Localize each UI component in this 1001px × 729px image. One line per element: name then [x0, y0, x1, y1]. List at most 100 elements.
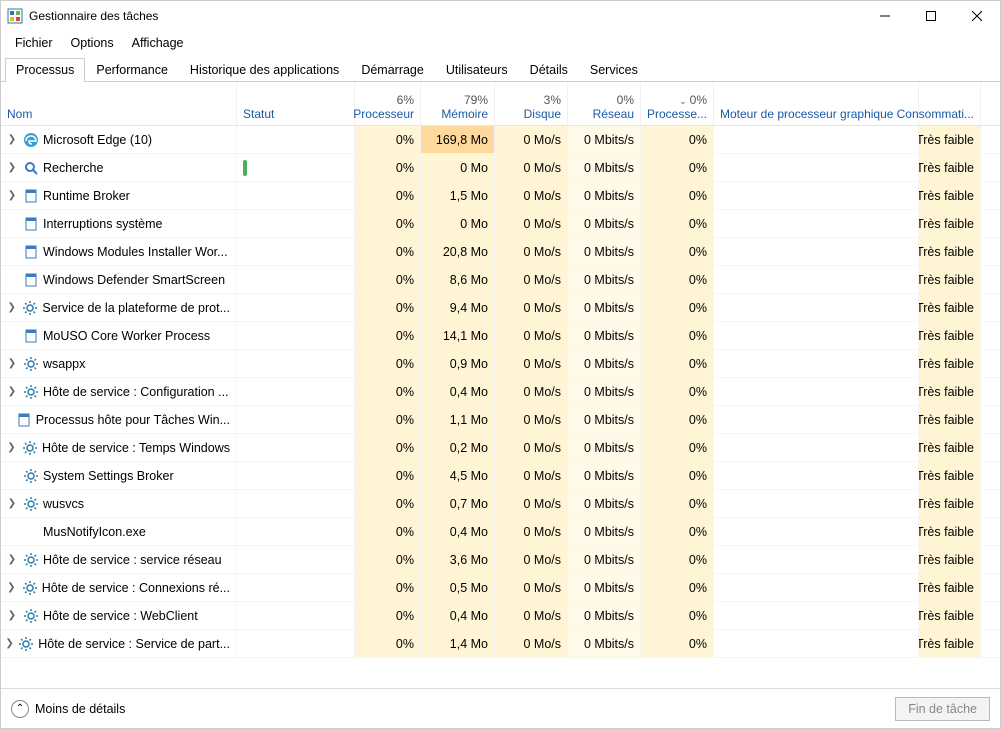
end-task-button[interactable]: Fin de tâche [895, 697, 990, 721]
cell-mem: 4,5 Mo [421, 462, 495, 489]
col-disk[interactable]: 3%Disque [495, 82, 568, 125]
cell-disk: 0 Mo/s [495, 322, 568, 349]
table-row[interactable]: Processus hôte pour Tâches Win...0%1,1 M… [1, 406, 1000, 434]
expand-chevron-icon[interactable]: ❯ [5, 190, 19, 201]
col-gpu[interactable]: Moteur de processeur graphique [714, 82, 919, 125]
table-row[interactable]: ❯Hôte de service : service réseau0%3,6 M… [1, 546, 1000, 574]
expand-chevron-icon[interactable]: ❯ [5, 554, 19, 565]
expand-chevron-icon[interactable]: ❯ [5, 302, 18, 313]
expand-chevron-icon[interactable]: ❯ [5, 442, 18, 453]
cell-gpu [714, 182, 919, 209]
expand-chevron-icon[interactable]: ❯ [5, 134, 19, 145]
cell-cpu: 0% [355, 350, 421, 377]
tab-users[interactable]: Utilisateurs [435, 58, 519, 82]
expand-chevron-icon[interactable]: ❯ [5, 582, 18, 593]
cell-net: 0 Mbits/s [568, 322, 641, 349]
cell-status [237, 462, 355, 489]
close-button[interactable] [954, 1, 1000, 31]
process-icon [23, 328, 39, 344]
process-icon [23, 496, 39, 512]
table-row[interactable]: Interruptions système0%0 Mo0 Mo/s0 Mbits… [1, 210, 1000, 238]
cell-gpu [714, 462, 919, 489]
process-name: Windows Modules Installer Wor... [43, 245, 228, 259]
menu-view[interactable]: Affichage [124, 34, 192, 52]
process-icon [23, 216, 39, 232]
table-row[interactable]: ❯Hôte de service : Temps Windows0%0,2 Mo… [1, 434, 1000, 462]
cell-status [237, 630, 355, 657]
cell-cons: Très faible [919, 294, 981, 321]
cell-disk: 0 Mo/s [495, 434, 568, 461]
col-cons[interactable]: Consommati... [919, 82, 981, 125]
cell-disk: 0 Mo/s [495, 126, 568, 153]
cell-net: 0 Mbits/s [568, 434, 641, 461]
process-grid: Nom Statut 6%Processeur 79%Mémoire 3%Dis… [1, 82, 1000, 688]
fewer-details-toggle[interactable]: ⌃ Moins de détails [11, 700, 125, 718]
cell-cpu: 0% [355, 490, 421, 517]
minimize-button[interactable] [862, 1, 908, 31]
table-row[interactable]: Windows Defender SmartScreen0%8,6 Mo0 Mo… [1, 266, 1000, 294]
expand-chevron-icon[interactable]: ❯ [5, 498, 19, 509]
cell-gpu [714, 406, 919, 433]
cell-gpu [714, 490, 919, 517]
table-row[interactable]: MoUSO Core Worker Process0%14,1 Mo0 Mo/s… [1, 322, 1000, 350]
mem-pct: 79% [464, 93, 488, 107]
cell-gpu [714, 434, 919, 461]
process-rows[interactable]: ❯Microsoft Edge (10)0%169,8 Mo0 Mo/s0 Mb… [1, 126, 1000, 686]
cell-gpu [714, 574, 919, 601]
col-status[interactable]: Statut [237, 82, 355, 125]
cell-cpu: 0% [355, 210, 421, 237]
col-mem[interactable]: 79%Mémoire [421, 82, 495, 125]
cell-net: 0 Mbits/s [568, 490, 641, 517]
table-row[interactable]: ❯Service de la plateforme de prot...0%9,… [1, 294, 1000, 322]
menu-options[interactable]: Options [63, 34, 122, 52]
table-row[interactable]: MusNotifyIcon.exe0%0,4 Mo0 Mo/s0 Mbits/s… [1, 518, 1000, 546]
cell-status [237, 294, 355, 321]
cell-cpu: 0% [355, 462, 421, 489]
expand-chevron-icon[interactable]: ❯ [5, 358, 19, 369]
col-name[interactable]: Nom [1, 82, 237, 125]
table-row[interactable]: ❯wsappx0%0,9 Mo0 Mo/s0 Mbits/s0%Très fai… [1, 350, 1000, 378]
tab-performance[interactable]: Performance [85, 58, 179, 82]
expand-chevron-icon[interactable]: ❯ [5, 638, 14, 649]
expand-chevron-icon[interactable]: ❯ [5, 610, 19, 621]
cell-cpu: 0% [355, 182, 421, 209]
table-row[interactable]: ❯Runtime Broker0%1,5 Mo0 Mo/s0 Mbits/s0%… [1, 182, 1000, 210]
expand-chevron-icon[interactable]: ❯ [5, 162, 19, 173]
cell-name: ❯wsappx [1, 350, 237, 377]
cell-cpu: 0% [355, 322, 421, 349]
table-row[interactable]: ❯Microsoft Edge (10)0%169,8 Mo0 Mo/s0 Mb… [1, 126, 1000, 154]
tab-apphistory[interactable]: Historique des applications [179, 58, 350, 82]
table-row[interactable]: Windows Modules Installer Wor...0%20,8 M… [1, 238, 1000, 266]
col-net[interactable]: 0%Réseau [568, 82, 641, 125]
process-name: Hôte de service : Temps Windows [42, 441, 230, 455]
table-row[interactable]: ❯Recherche0%0 Mo0 Mo/s0 Mbits/s0%Très fa… [1, 154, 1000, 182]
process-icon [23, 524, 39, 540]
expand-chevron-icon[interactable]: ❯ [5, 386, 19, 397]
maximize-button[interactable] [908, 1, 954, 31]
table-row[interactable]: ❯Hôte de service : WebClient0%0,4 Mo0 Mo… [1, 602, 1000, 630]
process-icon [23, 244, 39, 260]
process-name: wusvcs [43, 497, 84, 511]
tab-startup[interactable]: Démarrage [350, 58, 435, 82]
cell-mem: 0 Mo [421, 210, 495, 237]
cell-mem: 20,8 Mo [421, 238, 495, 265]
cell-disk: 0 Mo/s [495, 378, 568, 405]
table-row[interactable]: ❯wusvcs0%0,7 Mo0 Mo/s0 Mbits/s0%Très fai… [1, 490, 1000, 518]
menu-file[interactable]: Fichier [7, 34, 61, 52]
tab-details[interactable]: Détails [519, 58, 579, 82]
cell-name: Processus hôte pour Tâches Win... [1, 406, 237, 433]
tab-processes[interactable]: Processus [5, 58, 85, 82]
table-row[interactable]: ❯Hôte de service : Configuration ...0%0,… [1, 378, 1000, 406]
titlebar[interactable]: Gestionnaire des tâches [1, 1, 1000, 31]
col-cpu[interactable]: 6%Processeur [355, 82, 421, 125]
cell-name: ❯Microsoft Edge (10) [1, 126, 237, 153]
tab-services[interactable]: Services [579, 58, 649, 82]
table-row[interactable]: ❯Hôte de service : Connexions ré...0%0,5… [1, 574, 1000, 602]
process-name: Runtime Broker [43, 189, 130, 203]
table-row[interactable]: System Settings Broker0%4,5 Mo0 Mo/s0 Mb… [1, 462, 1000, 490]
cell-disk: 0 Mo/s [495, 406, 568, 433]
cell-status [237, 490, 355, 517]
table-row[interactable]: ❯Hôte de service : Service de part...0%1… [1, 630, 1000, 658]
col-proc[interactable]: ⌄0%Processe... [641, 82, 714, 125]
cell-name: MusNotifyIcon.exe [1, 518, 237, 545]
